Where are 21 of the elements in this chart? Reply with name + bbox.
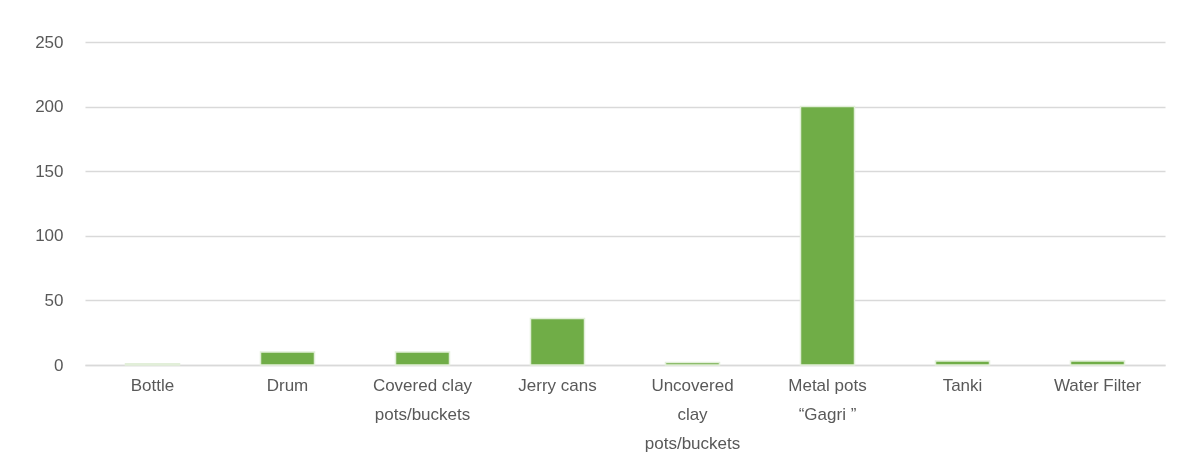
x-tick-label: Drum — [266, 375, 309, 395]
x-tick-label: Water Filter — [1053, 375, 1142, 395]
x-tick-label: Metal pots “Gagri ” — [788, 375, 867, 424]
x-tick-label: Uncovered clay pots/buckets — [644, 375, 741, 453]
y-tick-label: 50 — [44, 290, 64, 310]
bar — [259, 351, 316, 366]
bar — [799, 105, 856, 366]
bar — [529, 317, 586, 366]
x-tick-label: Jerry cans — [518, 375, 597, 395]
y-tick-label: 250 — [35, 32, 64, 52]
y-tick-label: 0 — [54, 355, 64, 375]
y-tick-label: 150 — [35, 161, 64, 181]
x-tick-label: Covered clay pots/buckets — [372, 375, 473, 424]
bar — [394, 351, 451, 366]
y-tick-label: 100 — [35, 226, 64, 246]
x-tick-label: Tanki — [942, 375, 983, 395]
bar — [934, 360, 991, 366]
x-tick-label: Bottle — [130, 375, 175, 395]
bar — [1069, 360, 1126, 366]
bar — [664, 361, 721, 366]
y-tick-label: 200 — [35, 97, 64, 117]
